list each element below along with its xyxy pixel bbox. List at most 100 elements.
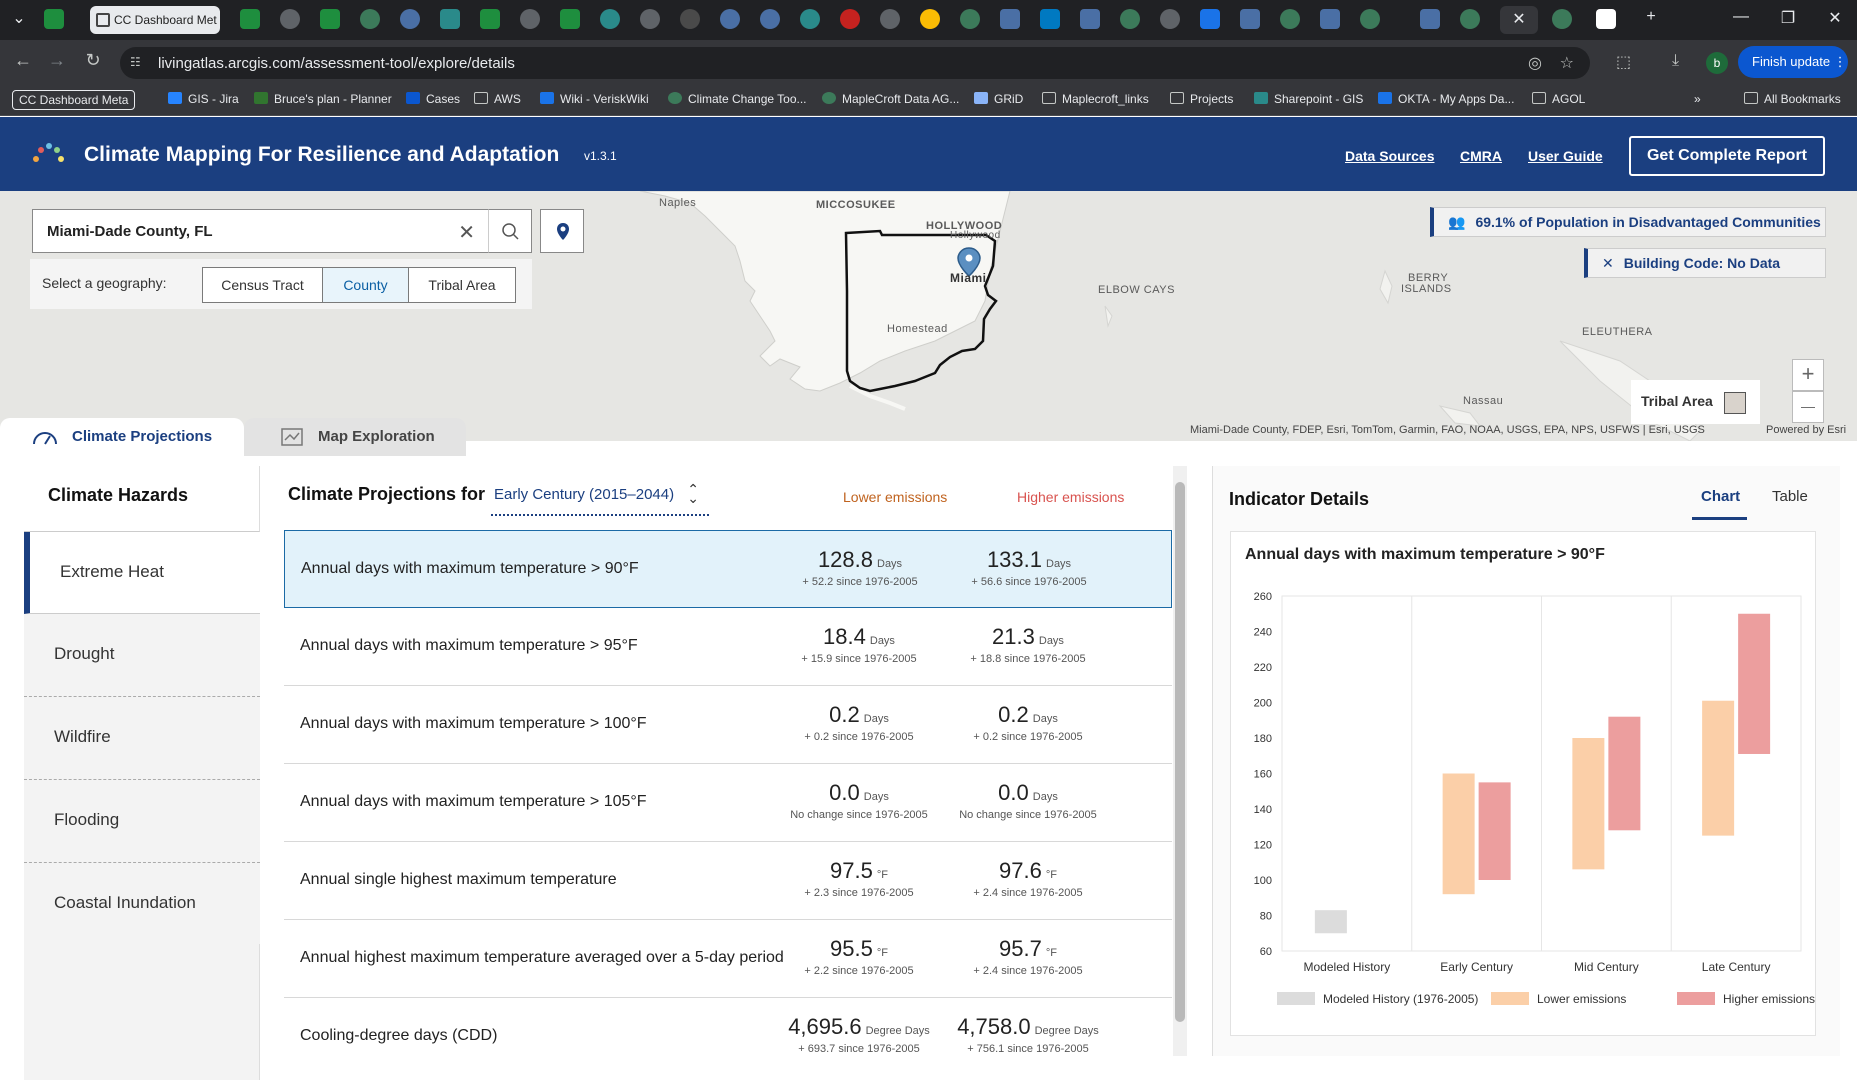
close-window-icon[interactable]: ✕ <box>1828 10 1842 27</box>
zoom-out-button[interactable]: — <box>1792 391 1824 423</box>
tab-excel-icon[interactable] <box>240 9 260 29</box>
download-icon[interactable]: ⤓ <box>1672 52 1680 69</box>
tab-sharepoint-icon[interactable] <box>440 9 460 29</box>
tab-globe-icon[interactable] <box>680 9 700 29</box>
bookmark-item[interactable]: AGOL <box>1532 92 1585 106</box>
building-code-button[interactable]: ✕ Building Code: No Data <box>1584 248 1826 278</box>
new-tab-icon[interactable]: + <box>1646 8 1656 25</box>
tab-globe-icon[interactable] <box>400 9 420 29</box>
tab-globe-icon[interactable] <box>1120 9 1140 29</box>
tab-table[interactable]: Table <box>1772 488 1808 505</box>
tab-globe-icon[interactable] <box>1360 9 1380 29</box>
bookmark-item[interactable]: CC Dashboard Meta <box>12 90 136 110</box>
tab-chart[interactable]: Chart <box>1701 488 1741 505</box>
bookmark-item[interactable]: Wiki - VeriskWiki <box>540 92 649 106</box>
hazard-flooding[interactable]: Flooding <box>24 780 260 863</box>
projection-row[interactable]: Annual single highest maximum temperatur… <box>284 842 1172 920</box>
projection-row[interactable]: Cooling-degree days (CDD) 4,695.6 Degree … <box>284 998 1172 1056</box>
bookmark-item[interactable]: Cases <box>406 92 460 106</box>
tab-google-icon[interactable] <box>920 9 940 29</box>
projection-row[interactable]: Annual days with maximum temperature > 9… <box>284 608 1172 686</box>
tab-globe-icon[interactable] <box>640 9 660 29</box>
tab-record-icon[interactable] <box>840 9 860 29</box>
bookmark-star-icon[interactable]: ☆ <box>1559 55 1574 72</box>
map-view[interactable]: Naples MICCOSUKEE HOLLYWOOD Hollywood Mi… <box>0 191 1857 441</box>
bookmark-item[interactable]: Climate Change Too... <box>668 92 807 106</box>
tab-excel-icon[interactable] <box>560 9 580 29</box>
tab-globe-icon[interactable] <box>880 9 900 29</box>
profile-avatar[interactable]: b <box>1706 52 1728 74</box>
tab-globe-icon[interactable] <box>800 9 820 29</box>
user-guide-link[interactable]: User Guide <box>1528 148 1603 164</box>
scrollbar-thumb[interactable] <box>1175 482 1185 1022</box>
tab-globe-icon[interactable] <box>280 9 300 29</box>
tab-excel-icon[interactable] <box>480 9 500 29</box>
tab-a-icon[interactable] <box>1596 9 1616 29</box>
url-field[interactable]: ☷ livingatlas.arcgis.com/assessment-tool… <box>120 47 1590 79</box>
finish-update-button[interactable]: Finish update ⋮ <box>1738 46 1848 78</box>
bookmark-item[interactable]: Bruce's plan - Planner <box>254 92 392 106</box>
forward-icon[interactable]: → <box>48 50 66 70</box>
tab-favicon[interactable] <box>44 9 64 29</box>
population-badge-button[interactable]: 👥 69.1% of Population in Disadvantaged Co… <box>1430 207 1826 237</box>
hazard-wildfire[interactable]: Wildfire <box>24 697 260 780</box>
projection-row[interactable]: Annual days with maximum temperature > 9… <box>284 530 1172 608</box>
tab-map-icon[interactable] <box>1420 9 1440 29</box>
tab-map-icon[interactable] <box>1320 9 1340 29</box>
site-info-icon[interactable]: ☷ <box>130 55 141 69</box>
eye-off-icon[interactable]: ◎ <box>1528 55 1542 72</box>
zoom-in-button[interactable]: + <box>1792 359 1824 391</box>
tab-climate-projections[interactable]: Climate Projections <box>0 418 244 456</box>
tab-map-icon[interactable] <box>1000 9 1020 29</box>
bookmark-item[interactable]: GIS - Jira <box>168 92 239 106</box>
active-tab[interactable]: CC Dashboard Met <box>90 6 220 34</box>
tab-globe-icon[interactable] <box>1552 9 1572 29</box>
more-bookmarks-icon[interactable]: » <box>1694 92 1701 106</box>
bookmark-item[interactable]: All Bookmarks <box>1744 92 1841 106</box>
tab-globe-icon[interactable] <box>600 9 620 29</box>
projection-row[interactable]: Annual days with maximum temperature > 1… <box>284 764 1172 842</box>
tab-globe-icon[interactable] <box>760 9 780 29</box>
projection-row[interactable]: Annual highest maximum temperature avera… <box>284 920 1172 998</box>
tab-globe-icon[interactable] <box>360 9 380 29</box>
bookmark-item[interactable]: Projects <box>1170 92 1233 106</box>
minimize-icon[interactable]: — <box>1733 8 1749 25</box>
clear-icon[interactable]: ✕ <box>458 222 475 244</box>
locate-button[interactable] <box>540 209 584 253</box>
tab-map-icon[interactable] <box>1240 9 1260 29</box>
reload-icon[interactable]: ↻ <box>85 50 101 70</box>
tab-globe-icon[interactable] <box>1460 9 1480 29</box>
period-select[interactable]: Early Century (2015–2044) ⌃ ⌄ <box>491 482 709 516</box>
tab-confluence-icon[interactable] <box>1200 9 1220 29</box>
tab-globe-icon[interactable] <box>1280 9 1300 29</box>
tab-excel-icon[interactable] <box>320 9 340 29</box>
search-button[interactable] <box>488 209 532 253</box>
projection-row[interactable]: Annual days with maximum temperature > 1… <box>284 686 1172 764</box>
tab-map-icon[interactable] <box>1080 9 1100 29</box>
restore-icon[interactable]: ❐ <box>1780 10 1796 27</box>
tab-esri-icon[interactable] <box>1040 9 1060 29</box>
powered-by-esri[interactable]: Powered by Esri <box>1766 424 1847 436</box>
tab-globe-icon[interactable] <box>520 9 540 29</box>
tab-close-icon[interactable]: ✕ <box>1500 6 1538 34</box>
bookmark-item[interactable]: GRiD <box>974 92 1023 106</box>
location-search-input[interactable]: Miami-Dade County, FL ✕ <box>32 209 532 253</box>
tab-search-icon[interactable]: ⌄ <box>12 10 26 27</box>
hazard-coastal-inundation[interactable]: Coastal Inundation <box>24 863 260 945</box>
back-icon[interactable]: ← <box>14 50 32 70</box>
hazard-drought[interactable]: Drought <box>24 614 260 697</box>
bookmark-item[interactable]: Maplecroft_links <box>1042 92 1149 106</box>
bookmark-item[interactable]: OKTA - My Apps Da... <box>1378 92 1514 106</box>
tab-map-exploration[interactable]: Map Exploration <box>244 418 466 456</box>
geo-tribal-area-button[interactable]: Tribal Area <box>408 267 516 303</box>
bookmark-item[interactable]: MapleCroft Data AG... <box>822 92 959 106</box>
geo-county-button[interactable]: County <box>322 267 409 303</box>
tab-globe-icon[interactable] <box>960 9 980 29</box>
geo-census-tract-button[interactable]: Census Tract <box>202 267 323 303</box>
data-sources-link[interactable]: Data Sources <box>1345 148 1435 164</box>
bookmark-item[interactable]: AWS <box>474 92 521 106</box>
tab-globe-icon[interactable] <box>720 9 740 29</box>
bookmark-item[interactable]: Sharepoint - GIS <box>1254 92 1363 106</box>
hazard-extreme-heat[interactable]: Extreme Heat <box>24 532 260 614</box>
tab-globe-icon[interactable] <box>1160 9 1180 29</box>
